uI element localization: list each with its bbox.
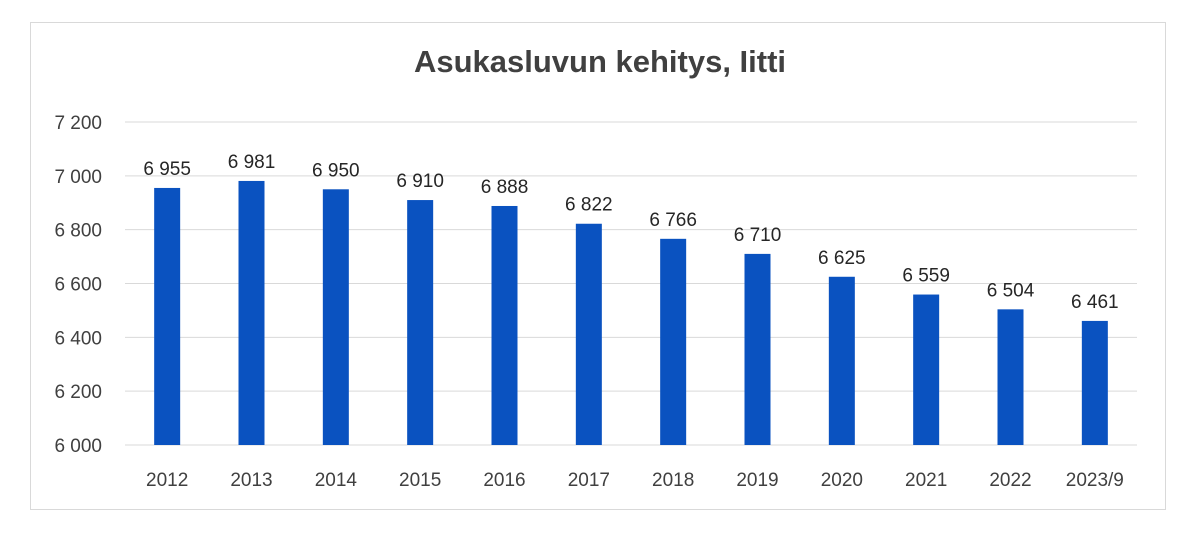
x-tick-label: 2016 [483,470,525,491]
x-tick-label: 2013 [230,470,272,491]
bar-value-label: 6 888 [481,177,529,198]
bar-value-label: 6 625 [818,248,866,269]
x-tick-label: 2021 [905,470,947,491]
x-tick-label: 2012 [146,470,188,491]
x-tick-label: 2023/9 [1066,470,1124,491]
bar-value-label: 6 955 [143,159,191,180]
bar [575,223,602,445]
bar [238,180,265,445]
bar-value-label: 6 766 [649,210,697,231]
bar-value-label: 6 822 [565,195,613,216]
y-tick-label: 6 200 [54,382,102,403]
bar-value-label: 6 461 [1071,292,1119,313]
bar [322,189,349,445]
x-tick-label: 2019 [736,470,778,491]
y-tick-label: 6 800 [54,221,102,242]
grid-lines [125,121,1137,446]
y-tick-label: 6 600 [54,275,102,296]
y-tick-label: 6 400 [54,328,102,349]
x-tick-label: 2020 [821,470,863,491]
bar-value-label: 6 559 [902,266,950,287]
bar-value-label: 6 710 [734,225,782,246]
bar [407,200,434,445]
bar [913,294,940,445]
chart-title: Asukasluvun kehitys, Iitti [413,44,787,79]
x-tick-label: 2018 [652,470,694,491]
bar [997,309,1024,445]
x-tick-label: 2014 [315,470,358,491]
bar [154,187,181,445]
bar [744,253,771,445]
bars [154,180,1108,445]
bar [828,276,855,445]
bar [1081,320,1108,445]
bar-value-label: 6 910 [396,171,444,192]
y-axis-ticks: 6 000 6 200 6 400 6 600 6 800 7 000 7 200 [54,113,102,457]
x-tick-label: 2022 [989,470,1031,491]
y-tick-label: 7 000 [54,167,102,188]
bar-value-label: 6 981 [228,152,276,173]
y-tick-label: 6 000 [54,436,102,457]
bar [491,205,518,445]
bar-value-label: 6 504 [987,280,1035,301]
x-axis-ticks: 2012 2013 2014 2015 2016 2017 2018 2019 2020 2021… [146,470,1124,491]
x-tick-label: 2017 [568,470,610,491]
x-tick-label: 2015 [399,470,441,491]
bar-value-label: 6 950 [312,160,360,181]
data-labels: 6 955 6 981 6 950 6 910 6 888 6 822 6 766 6 710… [143,152,1118,313]
y-tick-label: 7 200 [54,113,102,134]
bar [660,238,687,445]
